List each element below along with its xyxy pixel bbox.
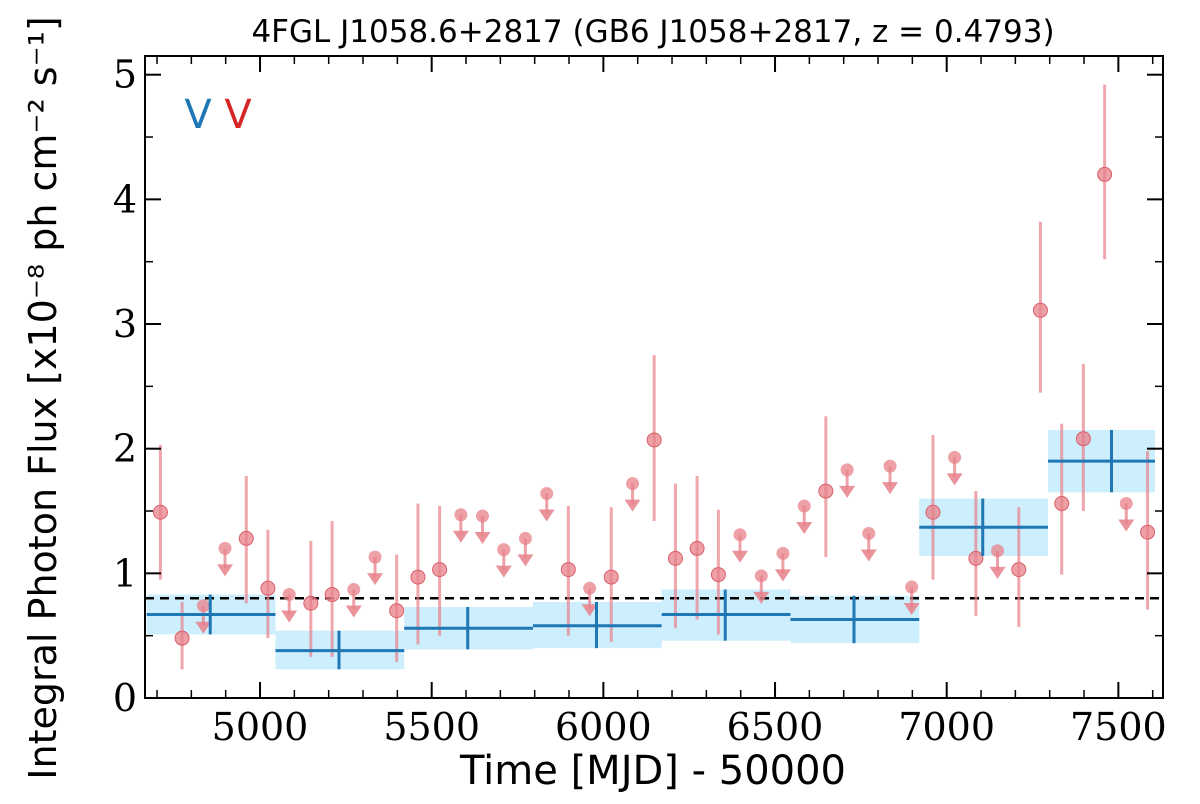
plot-frame bbox=[144, 55, 1164, 699]
legend-mark-red: V bbox=[224, 92, 252, 138]
detection-point-23 bbox=[1140, 524, 1156, 540]
detection-point-1 bbox=[174, 630, 190, 646]
upper-limit-arrow-11 bbox=[624, 499, 641, 512]
upper-limit-arrow-20 bbox=[946, 473, 963, 486]
detection-point-22 bbox=[1097, 166, 1113, 182]
x-tick-label: 7000 bbox=[898, 705, 995, 749]
detection-point-2 bbox=[238, 530, 254, 546]
upper-limit-point-21 bbox=[991, 544, 1005, 558]
upper-limit-point-1 bbox=[218, 541, 232, 555]
x-axis-label: Time [MJD] - 50000 bbox=[459, 748, 846, 794]
upper-limit-point-14 bbox=[776, 546, 790, 560]
upper-limit-point-16 bbox=[840, 463, 854, 477]
upper-limit-point-13 bbox=[754, 569, 768, 583]
detection-points bbox=[152, 84, 1156, 670]
detection-point-16 bbox=[925, 504, 941, 520]
upper-limit-arrow-19 bbox=[903, 603, 920, 616]
upper-limit-point-9 bbox=[540, 487, 554, 501]
y-tick-label: 2 bbox=[113, 427, 137, 471]
y-tick-label: 4 bbox=[113, 177, 137, 221]
chart-title: 4FGL J1058.6+2817 (GB6 J1058+2817, z = 0… bbox=[251, 14, 1054, 50]
upper-limit-point-7 bbox=[497, 543, 511, 557]
detection-point-3 bbox=[260, 580, 276, 596]
detection-point-9 bbox=[560, 562, 576, 578]
upper-limit-arrow-1 bbox=[216, 564, 233, 577]
y-tick-label: 0 bbox=[113, 676, 137, 720]
upper-limit-point-8 bbox=[518, 531, 532, 545]
x-tick-label: 6500 bbox=[727, 705, 824, 749]
upper-limit-arrow-0 bbox=[195, 621, 212, 634]
upper-limit-point-3 bbox=[347, 583, 361, 597]
detection-point-18 bbox=[1011, 562, 1027, 578]
detection-point-20 bbox=[1054, 496, 1070, 512]
upper-limit-arrow-8 bbox=[517, 554, 534, 567]
x-tick-label: 5000 bbox=[212, 705, 309, 749]
upper-limit-point-5 bbox=[454, 508, 468, 522]
detection-point-4 bbox=[303, 595, 319, 611]
chart-text: 4FGL J1058.6+2817 (GB6 J1058+2817, z = 0… bbox=[21, 14, 1055, 794]
upper-limit-arrow-7 bbox=[495, 565, 512, 578]
upper-limit-arrow-14 bbox=[774, 569, 791, 582]
upper-limit-arrow-18 bbox=[882, 482, 899, 495]
upper-limit-arrow-12 bbox=[732, 550, 749, 563]
upper-limit-arrow-15 bbox=[796, 522, 813, 535]
upper-limit-arrow-22 bbox=[1118, 519, 1135, 532]
axes: 5000 5500 6000 6500 7000 7500 0 1 2 3 4 5 bbox=[113, 53, 1167, 749]
x-tick-label: 5500 bbox=[383, 705, 480, 749]
upper-limit-arrow-3 bbox=[345, 605, 362, 618]
upper-limit-point-2 bbox=[282, 588, 296, 602]
legend-mark-blue: V bbox=[184, 92, 212, 138]
upper-limit-arrow-21 bbox=[989, 566, 1006, 579]
x-tick-label: 7500 bbox=[1070, 705, 1167, 749]
upper-limit-points bbox=[195, 450, 1135, 634]
upper-limit-point-4 bbox=[368, 550, 382, 564]
detection-point-8 bbox=[432, 562, 448, 578]
upper-limit-point-17 bbox=[862, 526, 876, 540]
upper-limit-arrow-13 bbox=[753, 591, 770, 604]
upper-limit-point-22 bbox=[1119, 497, 1133, 511]
detection-point-21 bbox=[1075, 431, 1091, 447]
detection-point-5 bbox=[324, 587, 340, 603]
upper-limit-arrow-6 bbox=[474, 531, 491, 544]
detection-point-14 bbox=[710, 567, 726, 583]
detection-point-19 bbox=[1032, 302, 1048, 318]
upper-limit-arrow-17 bbox=[860, 549, 877, 562]
upper-limit-arrow-16 bbox=[839, 485, 856, 498]
upper-limit-arrow-9 bbox=[538, 509, 555, 522]
upper-limit-arrow-5 bbox=[452, 530, 469, 543]
detection-point-10 bbox=[603, 569, 619, 585]
y-axis-label: Integral Photon Flux [x10⁻⁸ ph cm⁻² s⁻¹] bbox=[21, 16, 65, 779]
upper-limit-arrow-2 bbox=[281, 610, 298, 623]
x-tick-label: 6000 bbox=[555, 705, 652, 749]
detection-point-12 bbox=[667, 550, 683, 566]
upper-limit-point-19 bbox=[905, 580, 919, 594]
upper-limit-point-6 bbox=[476, 509, 490, 523]
upper-limit-point-0 bbox=[196, 599, 210, 613]
detection-point-7 bbox=[410, 569, 426, 585]
y-tick-label: 5 bbox=[113, 53, 137, 97]
detection-point-6 bbox=[389, 603, 405, 619]
upper-limit-point-18 bbox=[883, 459, 897, 473]
upper-limit-arrow-4 bbox=[367, 573, 384, 586]
upper-limit-point-10 bbox=[583, 581, 597, 595]
upper-limit-point-15 bbox=[797, 499, 811, 513]
detection-point-13 bbox=[689, 540, 705, 556]
upper-limit-arrow-10 bbox=[581, 604, 598, 617]
y-tick-label: 1 bbox=[113, 551, 137, 595]
binned-flux-points bbox=[146, 429, 1155, 670]
upper-limit-point-12 bbox=[733, 528, 747, 542]
detection-point-11 bbox=[646, 432, 662, 448]
detection-point-17 bbox=[968, 550, 984, 566]
upper-limit-point-11 bbox=[626, 477, 640, 491]
detection-point-15 bbox=[818, 483, 834, 499]
upper-limit-point-20 bbox=[948, 450, 962, 464]
detection-point-0 bbox=[152, 504, 168, 520]
y-tick-label: 3 bbox=[113, 302, 137, 346]
